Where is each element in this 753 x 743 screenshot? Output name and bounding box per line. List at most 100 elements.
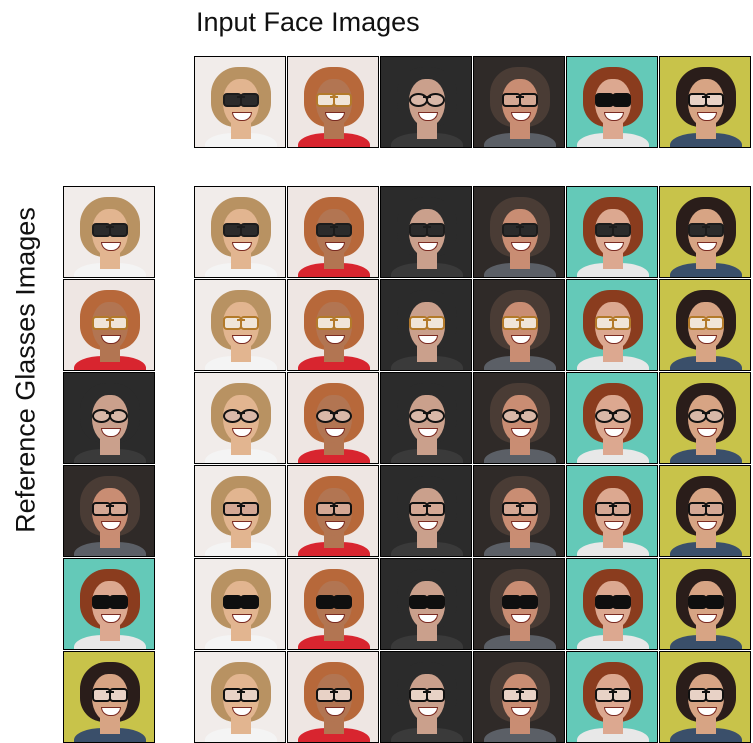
torso bbox=[391, 728, 463, 742]
eyeglasses-icon bbox=[316, 316, 352, 330]
neck bbox=[231, 625, 251, 641]
torso bbox=[484, 263, 556, 277]
torso bbox=[670, 356, 742, 370]
result-r2-c1 bbox=[194, 279, 286, 371]
eyeglasses-icon bbox=[316, 409, 352, 423]
neck bbox=[324, 253, 344, 269]
sunglasses-icon bbox=[92, 223, 128, 237]
torso bbox=[74, 263, 146, 277]
eyeglasses-icon bbox=[223, 316, 259, 330]
bridge bbox=[106, 691, 114, 693]
torso bbox=[670, 263, 742, 277]
result-r4-c6 bbox=[659, 465, 751, 557]
bridge bbox=[609, 319, 617, 321]
bridge bbox=[237, 96, 245, 98]
neck bbox=[231, 346, 251, 362]
bridge bbox=[330, 226, 338, 228]
bridge bbox=[516, 319, 524, 321]
bridge bbox=[423, 691, 431, 693]
result-r2-c6 bbox=[659, 279, 751, 371]
torso bbox=[205, 356, 277, 370]
torso bbox=[577, 356, 649, 370]
torso bbox=[298, 133, 370, 147]
bridge bbox=[423, 505, 431, 507]
neck bbox=[100, 253, 120, 269]
bridge bbox=[702, 505, 710, 507]
torso bbox=[577, 263, 649, 277]
eyeglasses-icon bbox=[316, 502, 352, 516]
torso bbox=[670, 133, 742, 147]
neck bbox=[324, 123, 344, 139]
torso bbox=[484, 356, 556, 370]
result-r4-c2 bbox=[287, 465, 379, 557]
bridge bbox=[609, 691, 617, 693]
torso bbox=[74, 542, 146, 556]
eyeglasses-icon bbox=[688, 502, 724, 516]
eyeglasses-icon bbox=[92, 502, 128, 516]
neck bbox=[231, 532, 251, 548]
bridge bbox=[423, 598, 431, 600]
torso bbox=[484, 133, 556, 147]
bridge bbox=[516, 96, 524, 98]
neck bbox=[417, 439, 437, 455]
torso bbox=[577, 728, 649, 742]
bridge bbox=[106, 505, 114, 507]
torso bbox=[205, 728, 277, 742]
neck bbox=[603, 625, 623, 641]
input-face-2 bbox=[287, 56, 379, 148]
neck bbox=[696, 123, 716, 139]
neck bbox=[100, 439, 120, 455]
neck bbox=[603, 123, 623, 139]
neck bbox=[231, 439, 251, 455]
eyeglasses-icon bbox=[223, 409, 259, 423]
reference-glasses-2 bbox=[63, 279, 155, 371]
torso bbox=[74, 635, 146, 649]
neck bbox=[696, 439, 716, 455]
neck bbox=[510, 346, 530, 362]
bridge bbox=[609, 412, 617, 414]
bridge bbox=[609, 505, 617, 507]
torso bbox=[391, 635, 463, 649]
bridge bbox=[609, 226, 617, 228]
sunglasses-icon bbox=[92, 595, 128, 609]
neck bbox=[510, 532, 530, 548]
eyeglasses-icon bbox=[502, 409, 538, 423]
torso bbox=[205, 449, 277, 463]
neck bbox=[696, 253, 716, 269]
torso bbox=[298, 449, 370, 463]
sunglasses-icon bbox=[223, 595, 259, 609]
torso bbox=[391, 356, 463, 370]
bridge bbox=[330, 691, 338, 693]
sunglasses-icon bbox=[223, 223, 259, 237]
torso bbox=[74, 356, 146, 370]
bridge bbox=[330, 598, 338, 600]
torso bbox=[205, 635, 277, 649]
neck bbox=[100, 346, 120, 362]
bridge bbox=[330, 412, 338, 414]
eyeglasses-icon bbox=[92, 316, 128, 330]
result-r1-c5 bbox=[566, 186, 658, 278]
neck bbox=[417, 346, 437, 362]
reference-glasses-3 bbox=[63, 372, 155, 464]
torso bbox=[298, 635, 370, 649]
neck bbox=[510, 625, 530, 641]
bridge bbox=[237, 319, 245, 321]
bridge bbox=[237, 691, 245, 693]
neck bbox=[324, 346, 344, 362]
result-r1-c6 bbox=[659, 186, 751, 278]
sunglasses-icon bbox=[316, 223, 352, 237]
neck bbox=[417, 625, 437, 641]
neck bbox=[417, 253, 437, 269]
eyeglasses-icon bbox=[502, 93, 538, 107]
result-r3-c2 bbox=[287, 372, 379, 464]
torso bbox=[670, 449, 742, 463]
torso bbox=[670, 728, 742, 742]
reference-glasses-1 bbox=[63, 186, 155, 278]
result-r3-c3 bbox=[380, 372, 472, 464]
bridge bbox=[702, 319, 710, 321]
neck bbox=[696, 625, 716, 641]
neck bbox=[510, 718, 530, 734]
bridge bbox=[423, 226, 431, 228]
bridge bbox=[330, 96, 338, 98]
sunglasses-icon bbox=[502, 595, 538, 609]
